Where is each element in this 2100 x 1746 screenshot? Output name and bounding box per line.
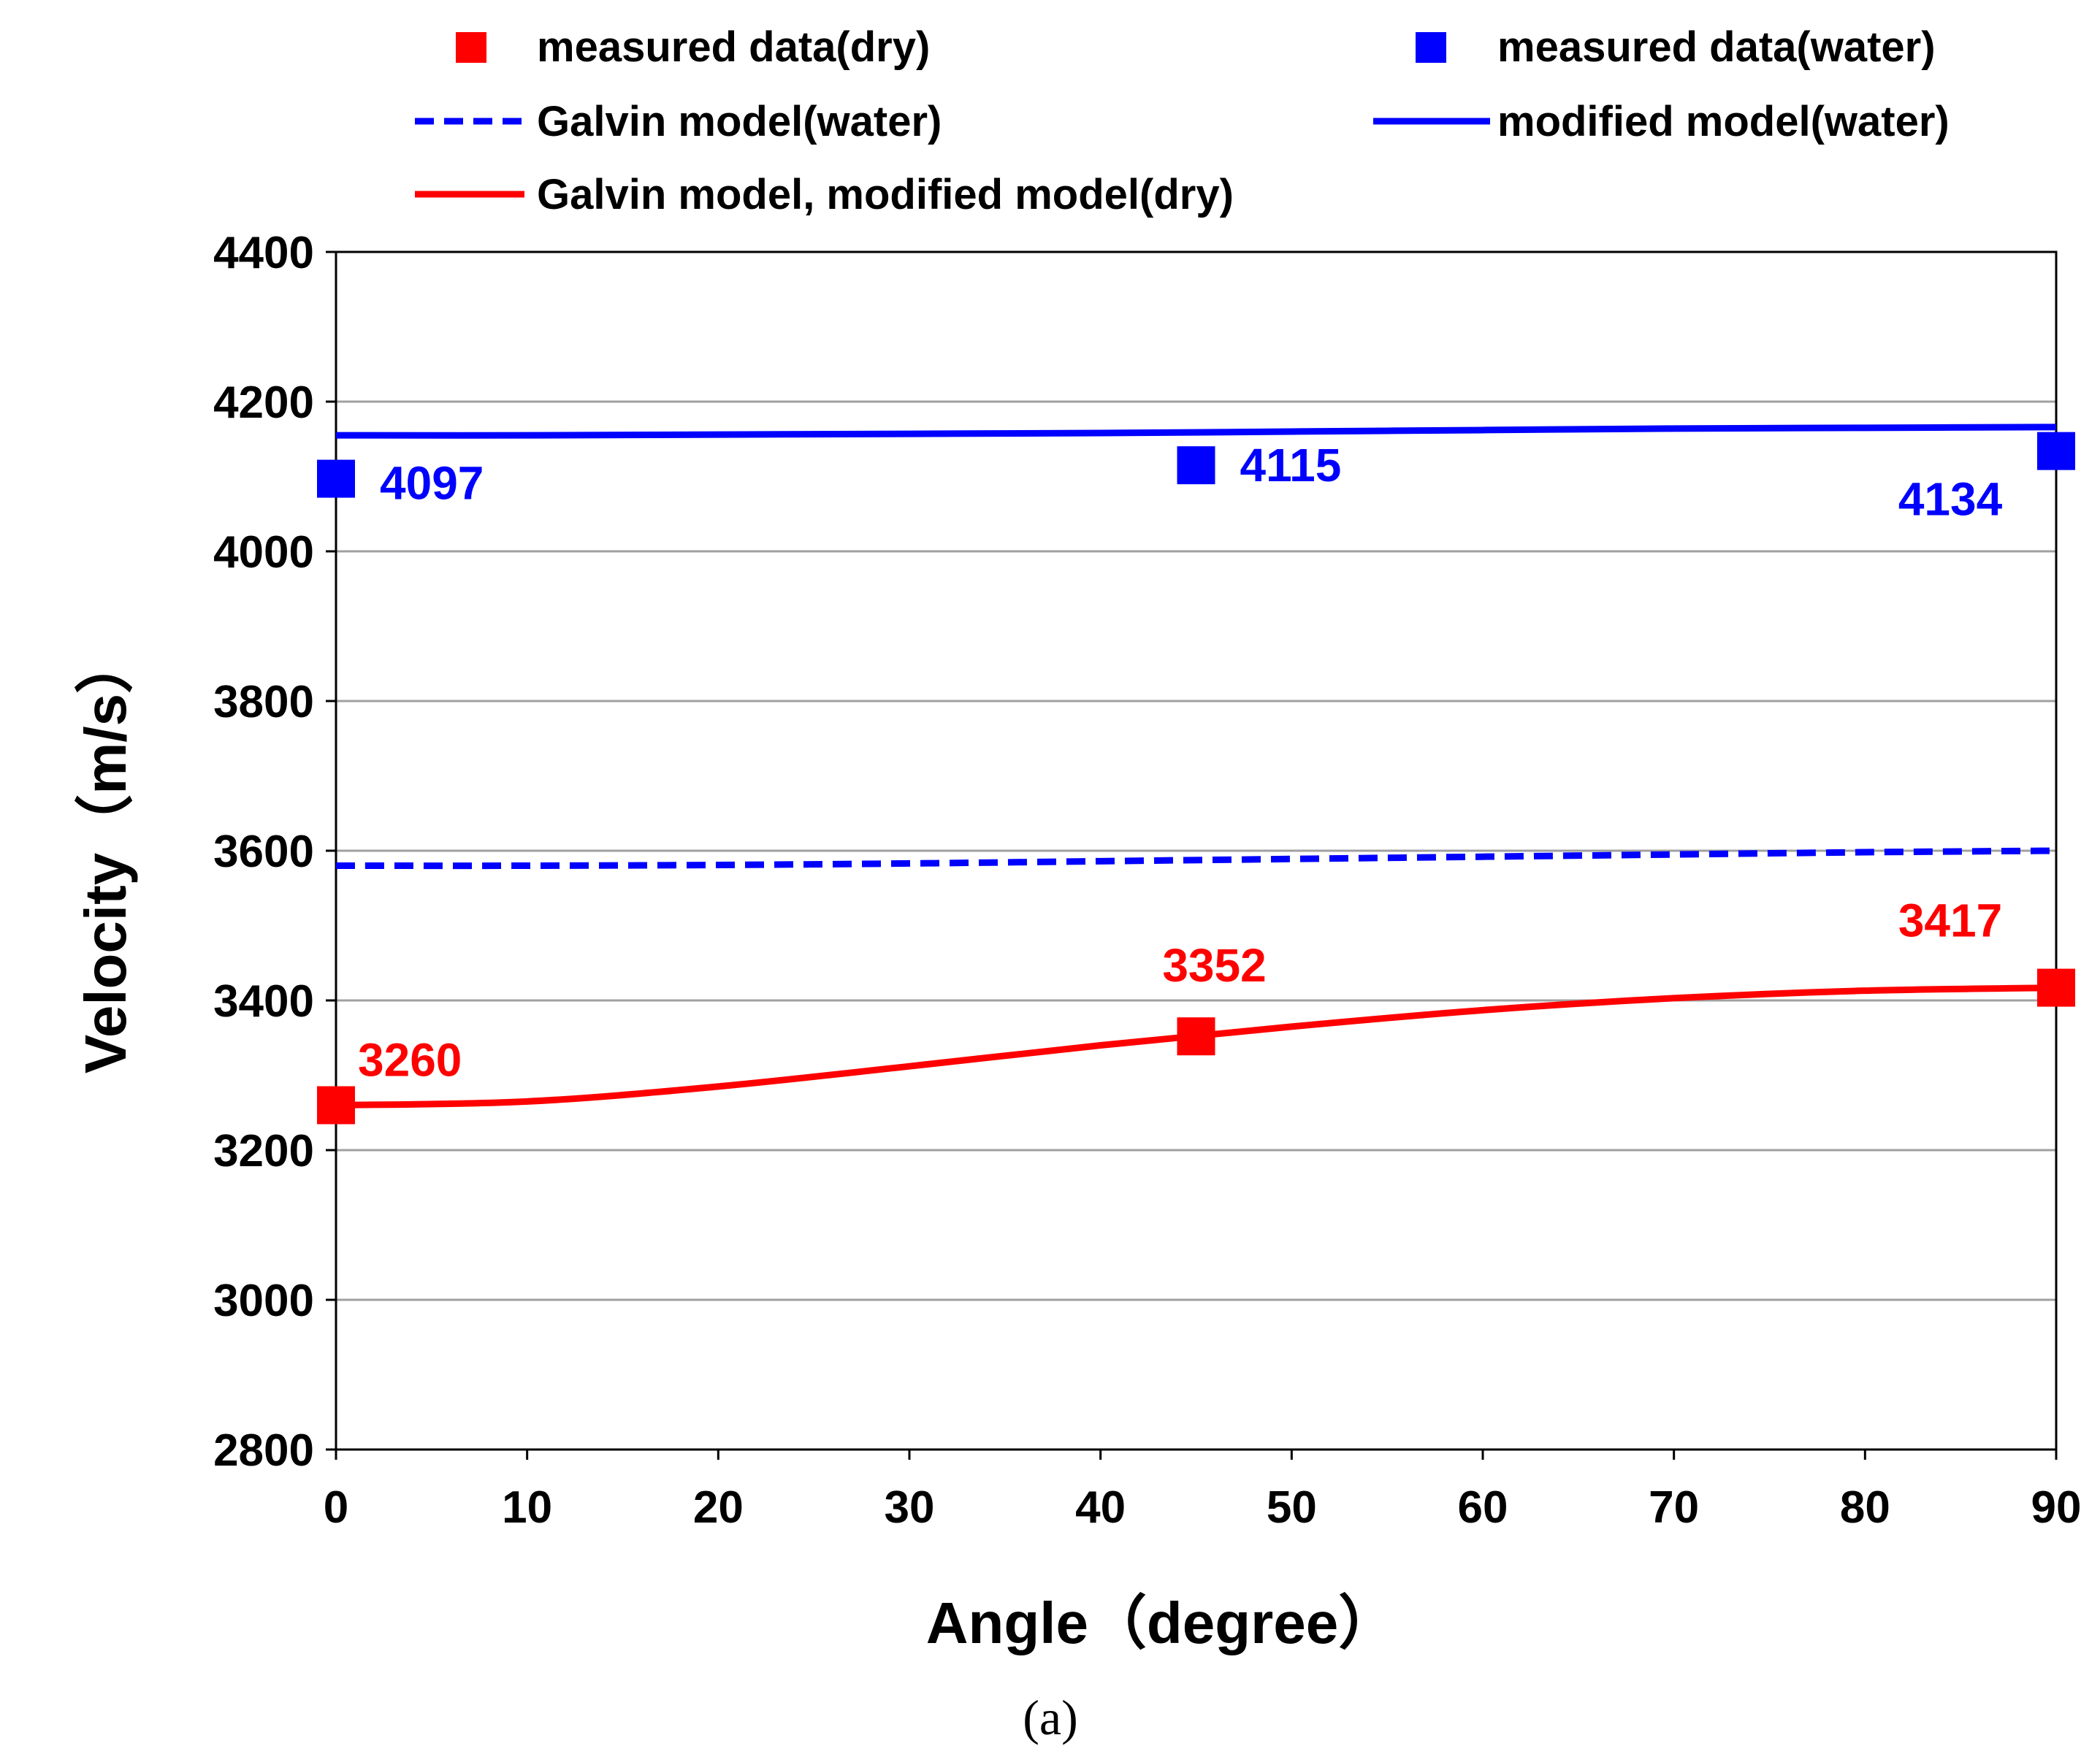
series-line-modified-model-water	[335, 424, 2057, 439]
series-line-galvin-model-water	[335, 847, 2057, 870]
x-axis-ticks: 0 10 20 30 40 50 60 70 80 90	[324, 1450, 2082, 1533]
figure-caption: (a)	[1023, 1690, 1077, 1745]
data-label-water: 4115	[1240, 439, 1342, 491]
point-labels: 3260 3352 3417 4097 4115 4134	[358, 439, 2003, 1086]
legend-label-measured-dry: measured data(dry)	[537, 23, 930, 71]
legend-label-modified-water: modified model(water)	[1497, 98, 1950, 145]
legend-marker-measured-water	[1416, 32, 1446, 63]
data-label-dry: 3260	[358, 1034, 462, 1087]
x-tick-label: 80	[1840, 1482, 1890, 1533]
y-tick-label: 3200	[213, 1126, 314, 1176]
data-point-dry	[1177, 1017, 1215, 1056]
x-tick-label: 30	[885, 1482, 935, 1533]
series-lines	[335, 424, 2057, 1109]
data-label-dry: 3417	[1898, 895, 2002, 947]
series-points	[317, 432, 2075, 1125]
plot-area: 0 10 20 30 40 50 60 70 80 90 2800 3000 3200 3400 3600…	[213, 228, 2081, 1533]
y-tick-label: 4400	[213, 228, 314, 278]
data-point-water	[1177, 446, 1215, 485]
legend-marker-measured-dry	[456, 32, 486, 63]
y-tick-label: 4200	[213, 378, 314, 428]
y-axis-title: Velocity（m/s）	[73, 635, 138, 1073]
data-label-water: 4134	[1898, 473, 2003, 526]
data-point-dry	[317, 1086, 355, 1125]
legend-label-galvin-water: Galvin model(water)	[537, 98, 942, 145]
x-tick-label: 20	[693, 1482, 744, 1533]
y-tick-label: 3600	[213, 827, 314, 877]
data-label-dry: 3352	[1162, 939, 1266, 992]
y-tick-label: 4000	[213, 527, 314, 578]
x-tick-label: 40	[1075, 1482, 1126, 1533]
x-tick-label: 90	[2031, 1482, 2082, 1533]
x-axis-title: Angle（degree）	[926, 1590, 1397, 1655]
y-tick-label: 2800	[213, 1425, 314, 1476]
y-tick-label: 3800	[213, 677, 314, 727]
data-label-water: 4097	[380, 457, 484, 510]
y-tick-label: 3400	[213, 976, 314, 1027]
x-tick-label: 50	[1267, 1482, 1317, 1533]
data-point-dry	[2037, 968, 2075, 1007]
legend-label-dry-model: Galvin model, modified model(dry)	[537, 171, 1234, 218]
y-axis-ticks: 2800 3000 3200 3400 3600 3800 4000 4200 4400	[213, 228, 336, 1476]
y-tick-label: 3000	[213, 1276, 314, 1326]
x-tick-label: 10	[502, 1482, 552, 1533]
x-tick-label: 70	[1649, 1482, 1699, 1533]
x-tick-label: 60	[1458, 1482, 1508, 1533]
legend: measured data(dry) measured data(water) …	[415, 23, 1950, 218]
data-point-water	[317, 459, 355, 498]
legend-label-measured-water: measured data(water)	[1497, 23, 1936, 71]
data-point-water	[2037, 432, 2075, 470]
x-tick-label: 0	[324, 1482, 348, 1533]
